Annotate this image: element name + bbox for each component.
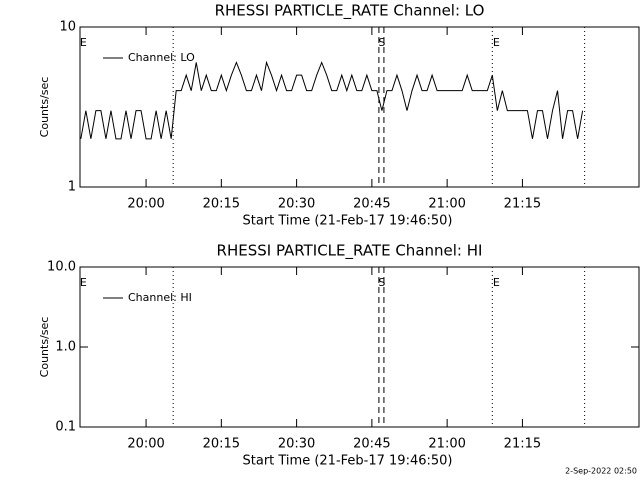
x-tick-label: 20:30 [278, 437, 315, 452]
event-label: E [80, 276, 87, 289]
y-tick-label: 10 [59, 20, 76, 35]
data-line [80, 60, 584, 140]
y-tick-label: 0.1 [55, 420, 76, 435]
x-tick-label: 20:00 [127, 437, 164, 452]
y-axis-label: Counts/sec [38, 317, 51, 378]
event-label: S [378, 276, 385, 289]
x-tick-label: 21:15 [504, 437, 541, 452]
y-tick-label: 1 [68, 180, 76, 195]
chart-title: RHESSI PARTICLE_RATE Channel: HI [217, 242, 483, 261]
legend-label: Channel: LO [128, 51, 195, 64]
event-label: E [80, 36, 87, 49]
event-label: E [493, 36, 500, 49]
x-tick-label: 20:45 [353, 437, 390, 452]
x-tick-label: 21:00 [428, 197, 465, 212]
x-tick-label: 20:15 [203, 437, 240, 452]
chart-title: RHESSI PARTICLE_RATE Channel: LO [215, 2, 485, 21]
event-label: E [493, 276, 500, 289]
y-tick-label: 1.0 [55, 340, 76, 355]
y-tick-label: 10.0 [47, 260, 76, 275]
x-tick-label: 20:30 [278, 197, 315, 212]
event-label: S [378, 36, 385, 49]
footer: 2-Sep-2022 02:50 [565, 467, 637, 476]
x-tick-label: 21:15 [504, 197, 541, 212]
x-tick-label: 20:15 [203, 197, 240, 212]
x-axis-label: Start Time (21-Feb-17 19:46:50) [243, 454, 453, 469]
x-tick-label: 20:00 [127, 197, 164, 212]
x-tick-label: 20:45 [353, 197, 390, 212]
y-axis-label: Counts/sec [38, 77, 51, 138]
x-tick-label: 21:00 [428, 437, 465, 452]
legend-label: Channel: HI [128, 291, 192, 304]
plot-frame [79, 26, 640, 188]
x-axis-label: Start Time (21-Feb-17 19:46:50) [243, 214, 453, 229]
